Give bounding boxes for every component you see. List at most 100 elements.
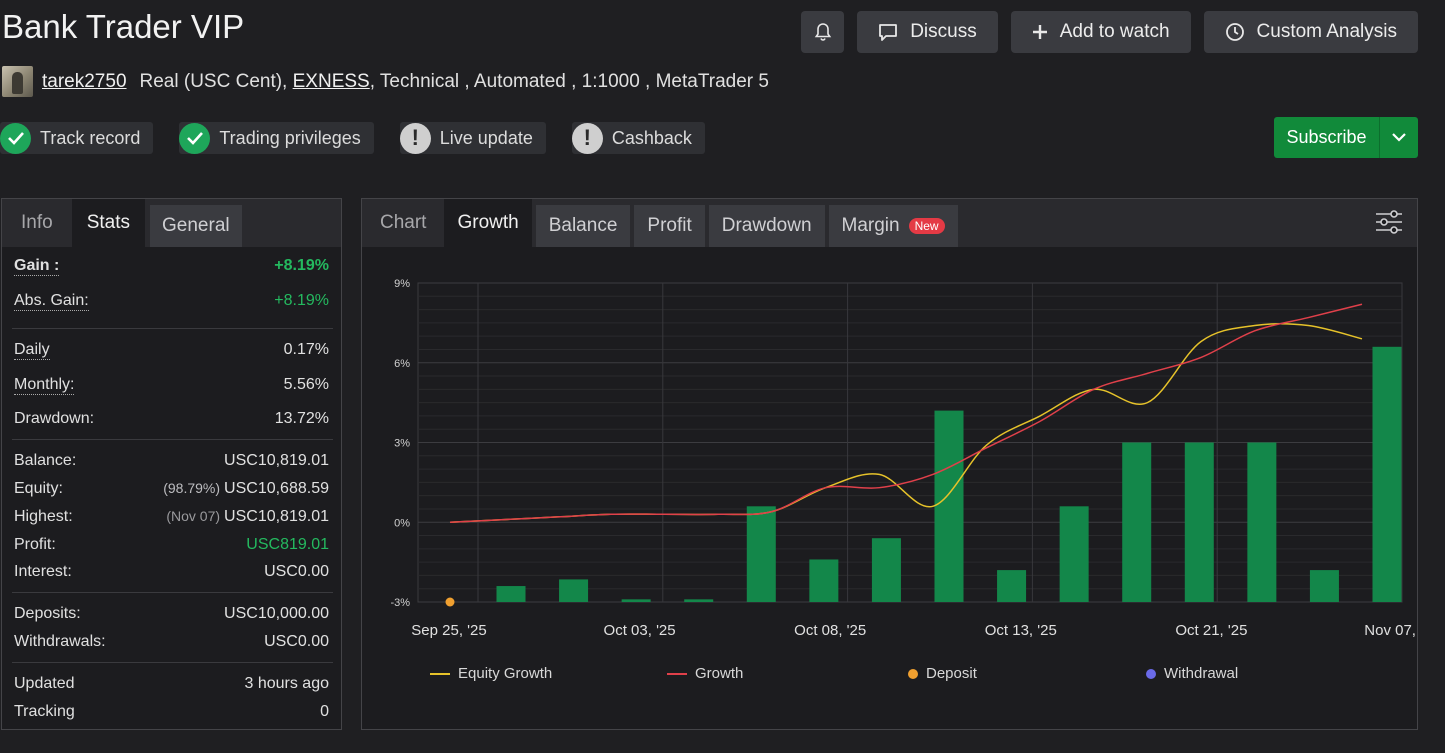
stat-label: Equity: [14,480,63,497]
stat-value: 0.17% [283,341,329,358]
bar [1309,570,1339,602]
growth-chart: 9% 6% 3% 0% -3% Sep 25, '25 Oct 03, '25 Oct 08,… [390,278,1417,639]
add-to-watch-button[interactable]: Add to watch [1010,11,1191,53]
badge-live-update[interactable]: ! Live update [399,122,546,154]
badge-cashback[interactable]: ! Cashback [571,122,705,154]
divider [12,592,333,593]
stat-value: USC819.01 [246,536,329,553]
x-tick-label: Sep 25, '25 [411,622,486,639]
discuss-button[interactable]: Discuss [857,11,998,53]
broker-link[interactable]: EXNESS [292,70,370,92]
chat-bubble-icon [879,23,898,41]
stat-label: Interest: [14,563,72,580]
legend-withdrawal[interactable]: Withdrawal [1146,665,1238,682]
discuss-label: Discuss [910,21,977,42]
exclamation-icon: ! [571,122,603,154]
tab-profit[interactable]: Profit [634,205,705,247]
legend-growth[interactable]: Growth [667,665,743,682]
legend-equity-growth[interactable]: Equity Growth [430,665,552,682]
stat-value: +8.19% [274,257,329,274]
stat-value: USC10,819.01 [224,452,329,469]
bar [1372,346,1402,602]
stat-value-group: (98.79%) USC10,688.59 [163,480,329,498]
tab-drawdown[interactable]: Drawdown [708,205,825,247]
subscribe-dropdown[interactable] [1380,117,1418,158]
stat-label[interactable]: Monthly: [14,376,75,395]
custom-analysis-button[interactable]: Custom Analysis [1203,11,1418,53]
stat-value: USC0.00 [264,633,329,650]
legend-label: Equity Growth [458,665,553,682]
stat-interest: Interest: USC0.00 [14,563,329,581]
subscribe-button-group: Subscribe [1274,117,1418,158]
tab-chart[interactable]: Chart [380,212,427,233]
account-type: Real (USC Cent), EXNESS, Technical , Aut… [140,71,769,93]
tab-stats[interactable]: Stats [71,199,146,247]
sliders-icon [1376,210,1402,234]
verification-badges: Track record Trading privileges ! Live u… [0,122,705,154]
account-type-text: Real (USC Cent), [139,70,288,92]
page-title: Bank Trader VIP [2,8,245,45]
account-details: , Technical , Automated , 1:1000 , MetaT… [369,70,769,92]
stat-withdrawals: Withdrawals: USC0.00 [14,633,329,651]
bar [1184,442,1214,602]
tab-general[interactable]: General [150,205,242,247]
bell-icon [814,23,831,41]
stat-label: Updated [14,675,75,692]
x-tick-label: Nov 07, '25 [1364,622,1417,639]
bar [1122,442,1152,602]
stat-tracking: Tracking 0 [14,703,329,721]
stat-balance: Balance: USC10,819.01 [14,452,329,470]
chart-settings-button[interactable] [1375,209,1403,240]
x-tick-label: Oct 08, '25 [794,622,866,639]
divider [12,662,333,663]
stat-abs-gain: Abs. Gain: +8.19% [14,292,329,311]
y-tick-label: 0% [394,517,410,529]
stats-tabs: Info Stats General [2,199,341,247]
stat-daily: Daily 0.17% [14,341,329,360]
stat-note: (98.79%) [163,480,221,496]
tab-margin-label: Margin [841,215,900,236]
legend-swatch [1146,668,1156,679]
legend-label: Growth [695,665,744,682]
tab-growth[interactable]: Growth [444,199,532,247]
badge-track-record[interactable]: Track record [0,122,154,154]
stat-value: +8.19% [274,292,329,309]
stat-label: Drawdown: [14,410,95,427]
stat-value: 3 hours ago [244,675,329,692]
stat-label[interactable]: Daily [14,341,50,360]
bar [684,599,714,602]
username-link[interactable]: tarek2750 [42,70,127,92]
stat-value: USC10,819.01 [224,508,329,525]
check-icon [179,122,211,154]
tab-balance[interactable]: Balance [535,205,631,247]
stat-updated: Updated 3 hours ago [14,675,329,693]
plus-icon [1032,25,1047,39]
stat-label[interactable]: Gain : [14,257,60,276]
x-tick-label: Oct 13, '25 [985,622,1057,639]
badge-label: Cashback [611,127,692,148]
deposit-marker [445,597,455,607]
bar [997,570,1027,602]
legend-label: Deposit [926,665,977,682]
stat-monthly: Monthly: 5.56% [14,376,329,395]
stat-label[interactable]: Abs. Gain: [14,292,89,311]
notifications-button[interactable] [801,11,845,53]
stat-deposits: Deposits: USC10,000.00 [14,605,329,623]
check-icon [0,122,31,154]
bar [1247,442,1277,602]
legend-deposit[interactable]: Deposit [908,665,977,682]
chart-tabs: Chart Growth Balance Profit Drawdown Mar… [362,199,1417,247]
tab-info[interactable]: Info [21,212,53,233]
subscribe-divider [1379,117,1380,158]
chevron-down-icon [1392,133,1406,142]
subscribe-button[interactable]: Subscribe [1286,127,1367,147]
avatar[interactable] [2,66,33,97]
bar [496,586,526,602]
y-tick-label: 6% [394,358,410,370]
stat-label: Profit: [14,536,56,553]
badge-label: Track record [40,127,141,148]
legend-swatch [908,668,918,679]
stat-value: 5.56% [283,376,329,393]
badge-trading-privileges[interactable]: Trading privileges [179,122,374,154]
tab-margin[interactable]: Margin New [828,205,958,247]
